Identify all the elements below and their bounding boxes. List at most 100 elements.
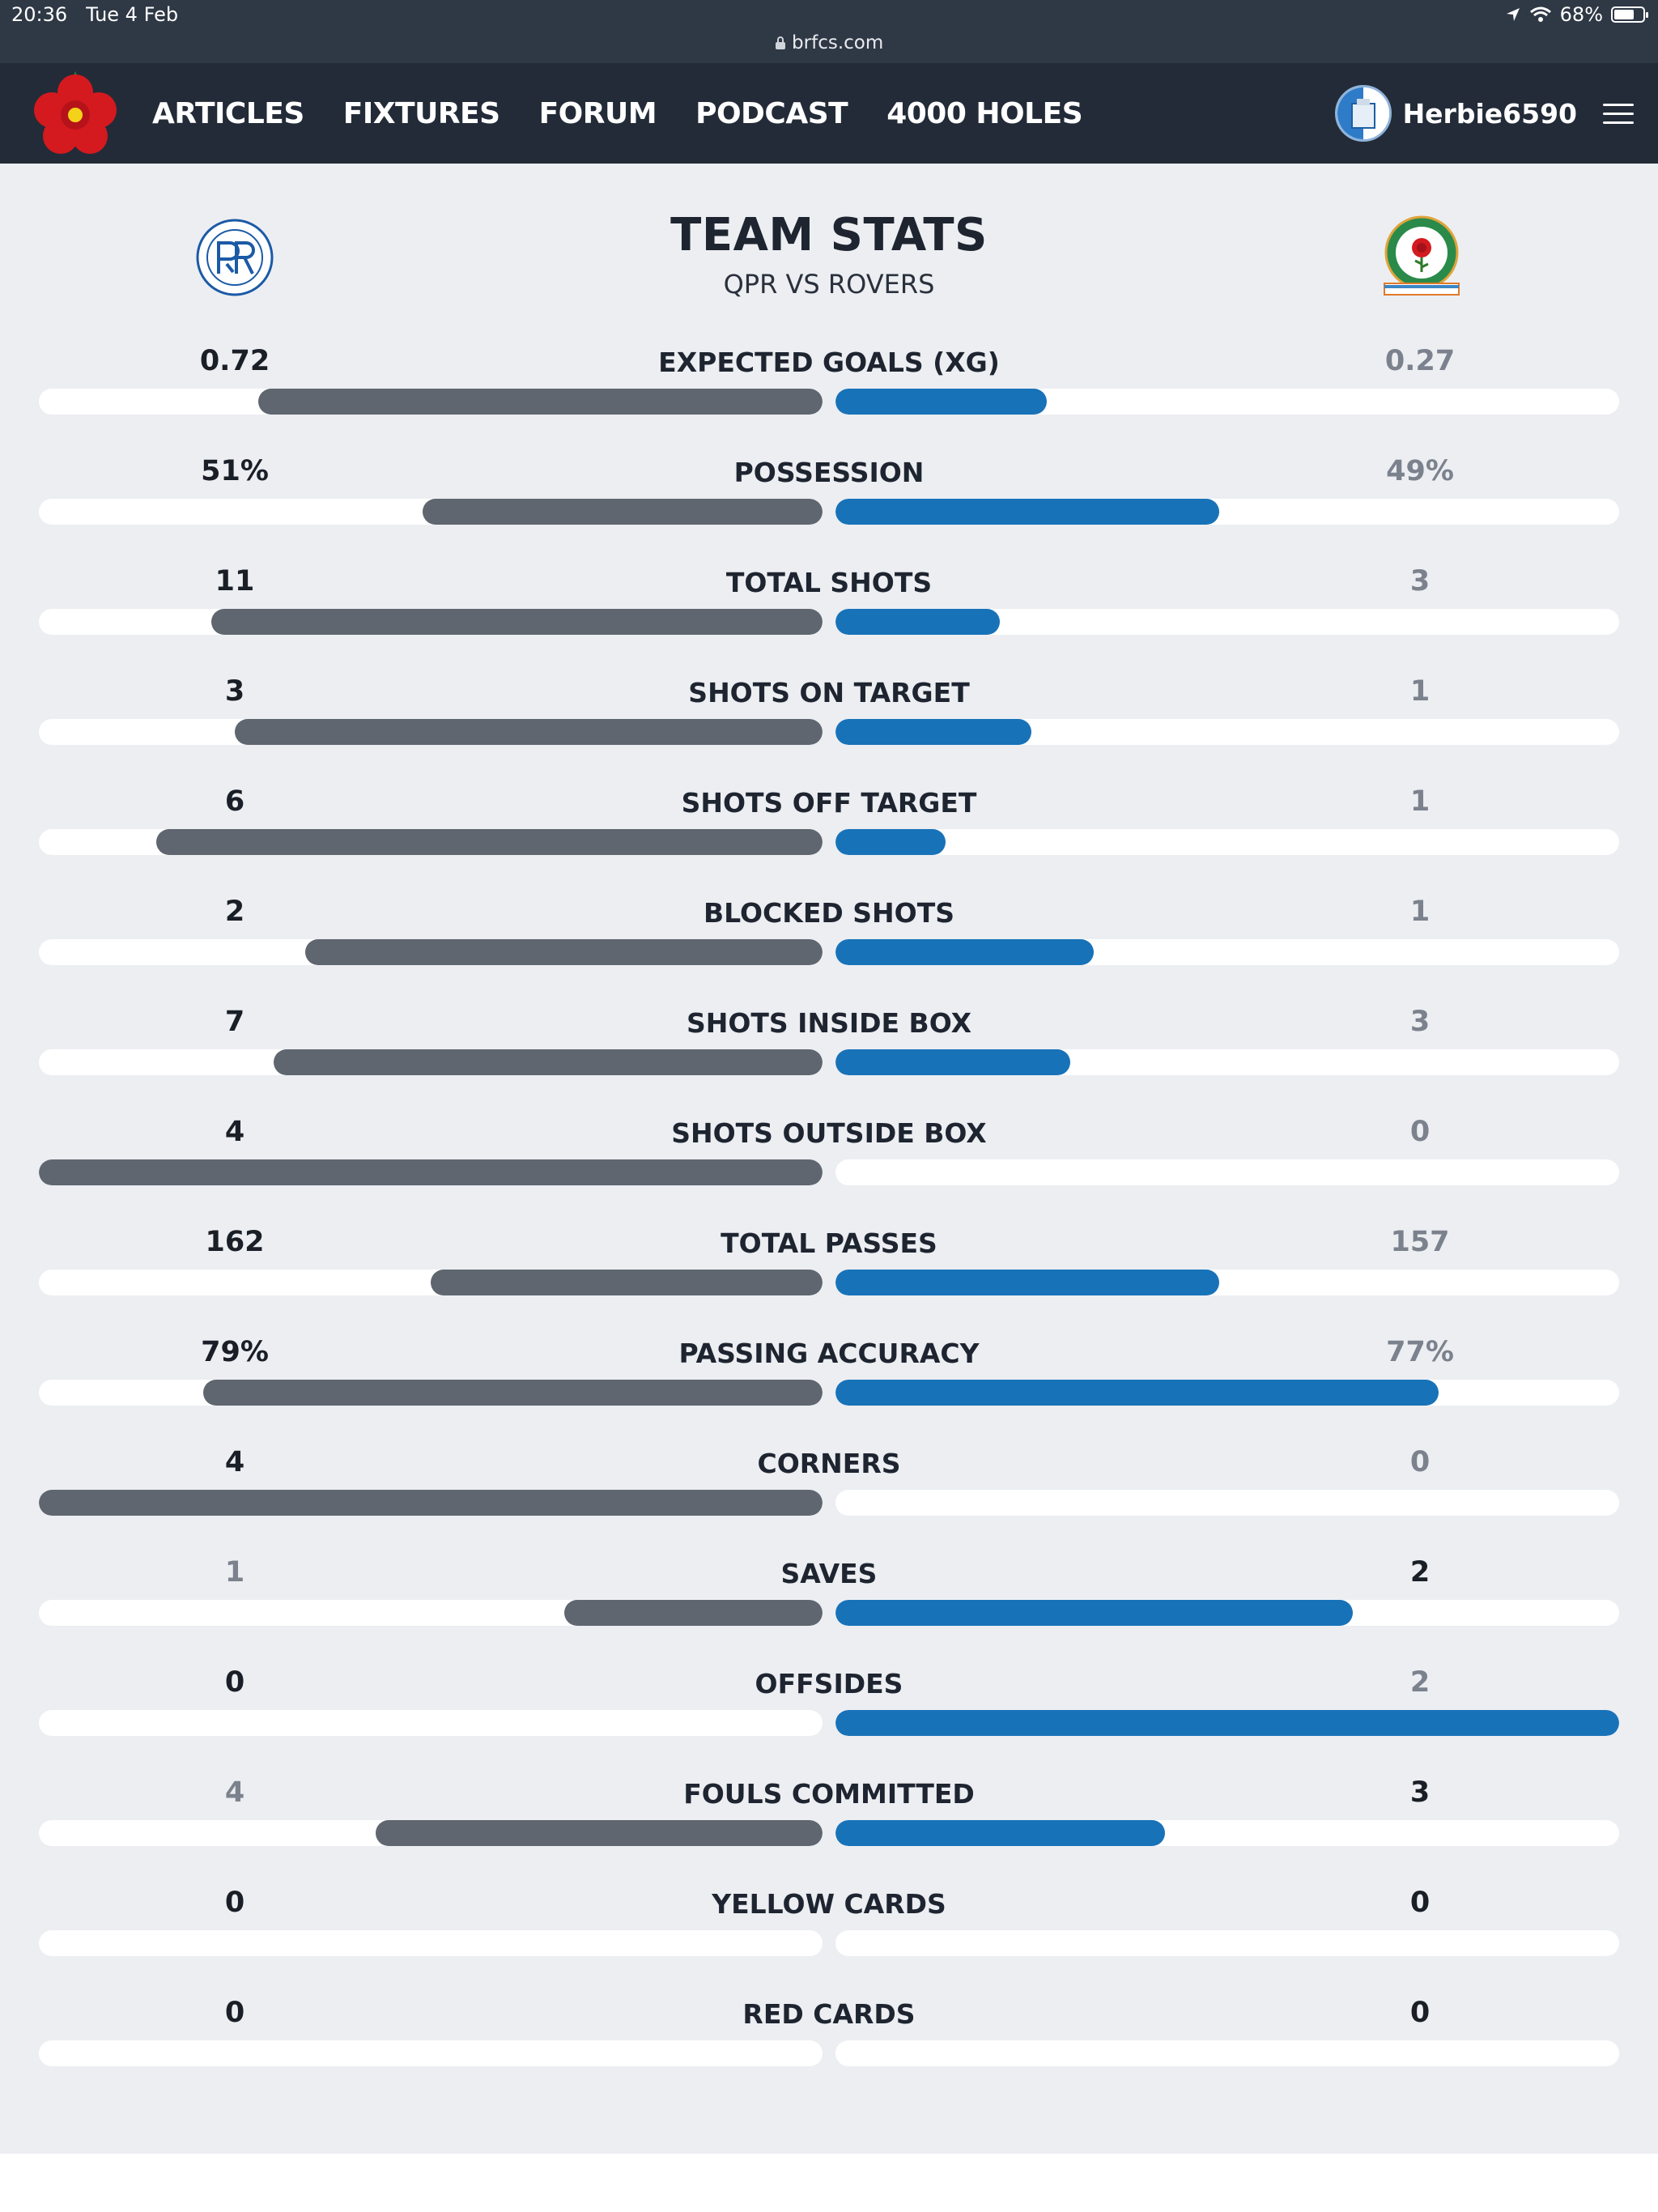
nav-podcast[interactable]: PODCAST (695, 96, 848, 130)
nav-4000-holes[interactable]: 4000 HOLES (886, 96, 1083, 130)
home-stat-bar-track (39, 389, 823, 415)
home-stat-value: 11 (215, 565, 255, 598)
home-stat-bar (211, 609, 823, 635)
red-rose-icon[interactable] (31, 70, 120, 157)
home-stat-bar-track (39, 499, 823, 525)
stat-label: FOULS COMMITTED (683, 1778, 975, 1810)
battery-percent: 68% (1559, 3, 1603, 26)
stat-row: 11 TOTAL SHOTS 3 (0, 565, 1658, 675)
home-stat-value: 0 (224, 1887, 245, 1919)
stat-row: 0 OFFSIDES 2 (0, 1666, 1658, 1776)
stat-label: SHOTS OFF TARGET (681, 787, 977, 819)
status-date: Tue 4 Feb (86, 3, 179, 26)
stat-row: 4 SHOTS OUTSIDE BOX 0 (0, 1116, 1658, 1226)
nav-fixtures[interactable]: FIXTURES (342, 96, 500, 130)
home-stat-bar (431, 1270, 823, 1295)
stat-row: 162 TOTAL PASSES 157 (0, 1226, 1658, 1336)
qpr-crest-icon (196, 219, 274, 296)
home-stat-bar (376, 1820, 823, 1846)
status-time: 20:36 (11, 3, 68, 26)
avatar (1334, 85, 1392, 142)
stat-row: 6 SHOTS OFF TARGET 1 (0, 785, 1658, 895)
hamburger-menu-icon[interactable] (1603, 104, 1634, 125)
home-stat-value: 4 (224, 1446, 245, 1478)
stat-label: SHOTS OUTSIDE BOX (671, 1117, 987, 1149)
away-stat-bar-track (835, 499, 1619, 525)
url-text: brfcs.com (792, 32, 884, 53)
home-stat-value: 4 (224, 1116, 245, 1148)
away-stat-value: 157 (1390, 1226, 1450, 1258)
main-nav: ARTICLES FIXTURES FORUM PODCAST 4000 HOL… (152, 63, 1083, 164)
away-stat-bar (835, 1820, 1165, 1846)
site-navbar: ARTICLES FIXTURES FORUM PODCAST 4000 HOL… (0, 63, 1658, 164)
stat-label: SHOTS ON TARGET (688, 677, 970, 708)
away-stat-bar-track (835, 1159, 1619, 1185)
home-stat-bar (305, 939, 823, 965)
away-stat-bar-track (835, 1270, 1619, 1295)
status-bar: 20:36 Tue 4 Feb 68% brfcs.com (0, 0, 1658, 63)
home-stat-bar-track (39, 1270, 823, 1295)
home-stat-value: 2 (224, 895, 245, 928)
home-stat-value: 79% (201, 1336, 269, 1368)
home-stat-bar (274, 1049, 823, 1075)
address-bar[interactable]: brfcs.com (0, 32, 1658, 53)
stat-row: 3 SHOTS ON TARGET 1 (0, 675, 1658, 785)
nav-articles[interactable]: ARTICLES (152, 96, 304, 130)
away-stat-bar-track (835, 609, 1619, 635)
battery-icon (1611, 6, 1648, 23)
stat-label: POSSESSION (733, 457, 925, 488)
stat-label: SAVES (780, 1558, 878, 1589)
away-stat-bar (835, 829, 946, 855)
away-stat-bar (835, 499, 1219, 525)
home-stat-bar-track (39, 1600, 823, 1626)
user-avatar-image (1337, 87, 1389, 139)
home-stat-bar-track (39, 939, 823, 965)
away-stat-bar-track (835, 1930, 1619, 1956)
away-stat-value: 3 (1409, 1776, 1431, 1809)
away-stat-bar (835, 1710, 1619, 1736)
stat-label: TOTAL PASSES (721, 1227, 937, 1259)
home-stat-value: 162 (205, 1226, 265, 1258)
away-stat-bar (835, 1270, 1219, 1295)
nav-forum[interactable]: FORUM (538, 96, 657, 130)
home-stat-value: 4 (224, 1776, 245, 1809)
stat-row: 0.72 EXPECTED GOALS (XG) 0.27 (0, 345, 1658, 455)
away-stat-value: 3 (1409, 565, 1431, 598)
away-stat-value: 0.27 (1384, 345, 1456, 377)
away-stat-bar-track (835, 1490, 1619, 1516)
away-stat-value: 0 (1409, 1116, 1431, 1148)
away-stat-value: 49% (1386, 455, 1454, 487)
status-time-date: 20:36 Tue 4 Feb (11, 3, 178, 26)
away-stat-bar-track (835, 1710, 1619, 1736)
user-profile-link[interactable]: Herbie6590 (1334, 83, 1577, 144)
home-stat-value: 6 (224, 785, 245, 818)
away-stat-value: 0 (1409, 1887, 1431, 1919)
away-stat-value: 0 (1409, 1446, 1431, 1478)
home-stat-value: 1 (224, 1556, 245, 1589)
page-footer (0, 2154, 1658, 2212)
home-stat-bar-track (39, 1820, 823, 1846)
stat-label: EXPECTED GOALS (XG) (658, 347, 1000, 378)
away-stat-bar (835, 1380, 1439, 1406)
away-stat-value: 3 (1409, 1006, 1431, 1038)
stat-row: 4 CORNERS 0 (0, 1446, 1658, 1556)
home-stat-bar (258, 389, 823, 415)
home-stat-value: 51% (201, 455, 269, 487)
away-stat-value: 77% (1386, 1336, 1454, 1368)
stat-row: 79% PASSING ACCURACY 77% (0, 1336, 1658, 1446)
home-stat-bar (203, 1380, 823, 1406)
away-stat-value: 1 (1409, 895, 1431, 928)
away-stat-value: 2 (1409, 1556, 1431, 1589)
away-stat-value: 0 (1409, 1997, 1431, 2029)
home-stat-value: 3 (224, 675, 245, 708)
username: Herbie6590 (1402, 97, 1577, 130)
home-stat-bar-track (39, 1490, 823, 1516)
away-stat-bar (835, 389, 1047, 415)
away-stat-bar (835, 939, 1094, 965)
stat-label: YELLOW CARDS (712, 1888, 946, 1920)
away-stat-bar (835, 1049, 1070, 1075)
away-stat-bar-track (835, 389, 1619, 415)
away-stat-bar-track (835, 1049, 1619, 1075)
home-stat-value: 7 (224, 1006, 245, 1038)
page-title: TEAM STATS (670, 209, 988, 262)
